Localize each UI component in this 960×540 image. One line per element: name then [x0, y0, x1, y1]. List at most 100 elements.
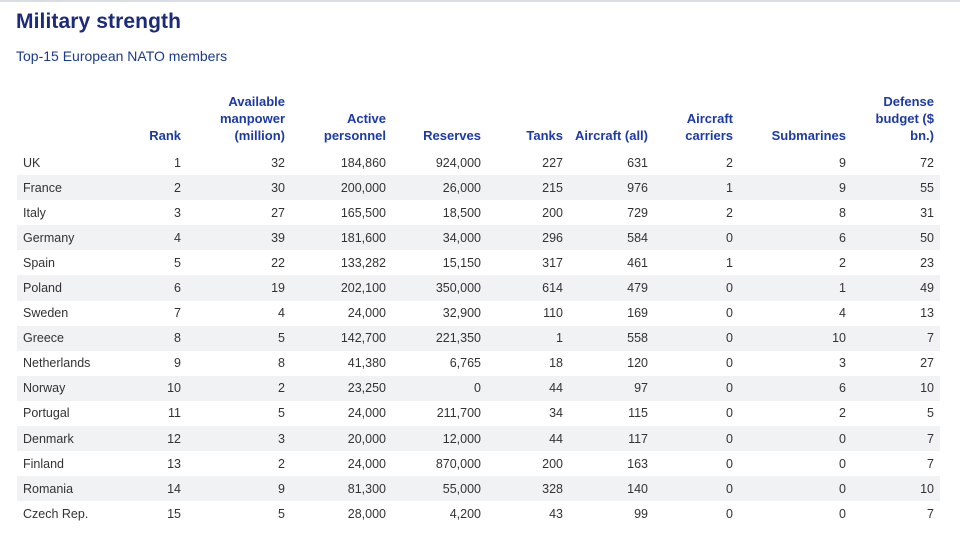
cell-submarines: 0: [839, 456, 846, 471]
cell-active-personnel: 24,000: [347, 456, 386, 471]
cell-defense-budget: 7: [927, 456, 934, 471]
table-row: Denmark 12 3 20,000 12,000 44 117 0 0 7: [17, 426, 940, 452]
country-cell: Sweden: [23, 306, 69, 321]
cell-defense-budget: 50: [852, 225, 940, 251]
military-strength-table: Rank Available manpower (million) Active p…: [17, 93, 940, 526]
cell-reserves: 211,700: [436, 406, 481, 421]
cell-reserves: 4,200: [449, 506, 481, 521]
country-cell: Portugal: [23, 406, 70, 421]
cell-defense-budget: 49: [852, 275, 940, 301]
cell-tanks: 44: [487, 426, 569, 452]
cell-active-personnel: 28,000: [347, 506, 386, 521]
cell-available-manpower: 5: [278, 406, 285, 421]
table-row: Spain 5 22 133,282 15,150 317 461 1 2 23: [17, 250, 940, 275]
top-divider: [0, 0, 960, 2]
cell-tanks: 18: [549, 356, 563, 371]
cell-submarines: 8: [839, 205, 846, 220]
cell-aircraft-carriers: 0: [654, 476, 739, 502]
cell-defense-budget: 27: [920, 356, 934, 371]
page-title: Military strength: [16, 10, 182, 33]
cell-reserves: 18,500: [442, 205, 481, 220]
cell-aircraft-all: 479: [569, 275, 654, 301]
cell-rank: 4: [127, 225, 187, 251]
cell-tanks: 296: [487, 225, 569, 251]
cell-active-personnel: 142,700: [291, 325, 392, 351]
cell-reserves: 870,000: [435, 456, 481, 471]
cell-aircraft-carriers: 0: [654, 325, 739, 351]
cell-aircraft-all: 631: [627, 155, 648, 170]
table-row: Portugal 11 5 24,000 211,700 34 115 0 2 5: [17, 401, 940, 426]
cell-aircraft-all: 163: [627, 456, 648, 471]
cell-aircraft-carriers: 1: [654, 175, 739, 201]
cell-aircraft-carriers: 2: [726, 155, 733, 170]
cell-aircraft-carriers: 0: [726, 456, 733, 471]
cell-tanks: 614: [487, 275, 569, 301]
table-row: Italy 3 27 165,500 18,500 200 729 2 8 31: [17, 200, 940, 225]
cell-reserves: 34,000: [392, 225, 487, 251]
cell-rank: 11: [168, 406, 181, 421]
cell-tanks: 1: [487, 325, 569, 351]
table-row: Poland 6 19 202,100 350,000 614 479 0 1 49: [17, 275, 940, 301]
cell-aircraft-all: 117: [569, 426, 654, 452]
cell-rank: 5: [174, 255, 181, 270]
cell-available-manpower: 30: [187, 175, 291, 201]
cell-rank: 9: [174, 356, 181, 371]
cell-submarines: 6: [739, 375, 852, 401]
country-cell: France: [17, 175, 127, 201]
cell-active-personnel: 202,100: [291, 275, 392, 301]
cell-available-manpower: 8: [278, 356, 285, 371]
cell-aircraft-carriers: 1: [726, 255, 733, 270]
cell-tanks: 227: [542, 155, 563, 170]
cell-reserves: 26,000: [392, 175, 487, 201]
cell-aircraft-all: 140: [569, 476, 654, 502]
cell-tanks: 215: [487, 175, 569, 201]
column-header-rank: Rank: [149, 128, 181, 143]
cell-available-manpower: 27: [271, 205, 285, 220]
cell-defense-budget: 10: [852, 375, 940, 401]
country-cell: Denmark: [17, 426, 127, 452]
cell-aircraft-carriers: 0: [726, 506, 733, 521]
cell-rank: 10: [127, 375, 187, 401]
cell-rank: 1: [174, 155, 181, 170]
country-cell: Czech Rep.: [23, 506, 89, 521]
cell-available-manpower: 4: [278, 306, 285, 321]
column-header-aircraft-all: Aircraft (all): [575, 128, 648, 143]
cell-tanks: 317: [542, 255, 563, 270]
cell-submarines: 2: [839, 406, 846, 421]
cell-reserves: 221,350: [392, 325, 487, 351]
cell-tanks: 110: [543, 306, 563, 321]
cell-aircraft-carriers: 0: [654, 225, 739, 251]
cell-reserves: 6,765: [449, 356, 481, 371]
cell-aircraft-all: 976: [569, 175, 654, 201]
cell-active-personnel: 200,000: [291, 175, 392, 201]
cell-aircraft-carriers: 0: [726, 356, 733, 371]
cell-rank: 8: [127, 325, 187, 351]
cell-tanks: 43: [549, 506, 563, 521]
cell-submarines: 9: [839, 155, 846, 170]
cell-aircraft-carriers: 0: [654, 426, 739, 452]
country-cell: Germany: [17, 225, 127, 251]
cell-defense-budget: 5: [927, 406, 934, 421]
table-body: UK 1 32 184,860 924,000 227 631 2 9 72 France 2 30 20…: [17, 150, 940, 526]
cell-submarines: 9: [739, 175, 852, 201]
cell-rank: 6: [127, 275, 187, 301]
cell-submarines: 0: [739, 426, 852, 452]
cell-rank: 7: [174, 306, 181, 321]
cell-tanks: 200: [542, 456, 563, 471]
cell-aircraft-all: 558: [569, 325, 654, 351]
cell-tanks: 200: [542, 205, 563, 220]
cell-aircraft-all: 461: [627, 255, 648, 270]
cell-defense-budget: 13: [920, 306, 934, 321]
cell-available-manpower: 9: [187, 476, 291, 502]
column-header-tanks: Tanks: [526, 128, 563, 143]
cell-active-personnel: 20,000: [291, 426, 392, 452]
cell-defense-budget: 7: [852, 325, 940, 351]
cell-defense-budget: 7: [927, 506, 934, 521]
cell-available-manpower: 5: [187, 325, 291, 351]
table-row: Sweden 7 4 24,000 32,900 110 169 0 4 13: [17, 301, 940, 326]
cell-aircraft-carriers: 2: [726, 205, 733, 220]
table-row: Greece 8 5 142,700 221,350 1 558 0 10 7: [17, 325, 940, 351]
cell-aircraft-carriers: 0: [654, 375, 739, 401]
country-cell: Netherlands: [23, 356, 91, 371]
table-row: Finland 13 2 24,000 870,000 200 163 0 0 7: [17, 451, 940, 476]
